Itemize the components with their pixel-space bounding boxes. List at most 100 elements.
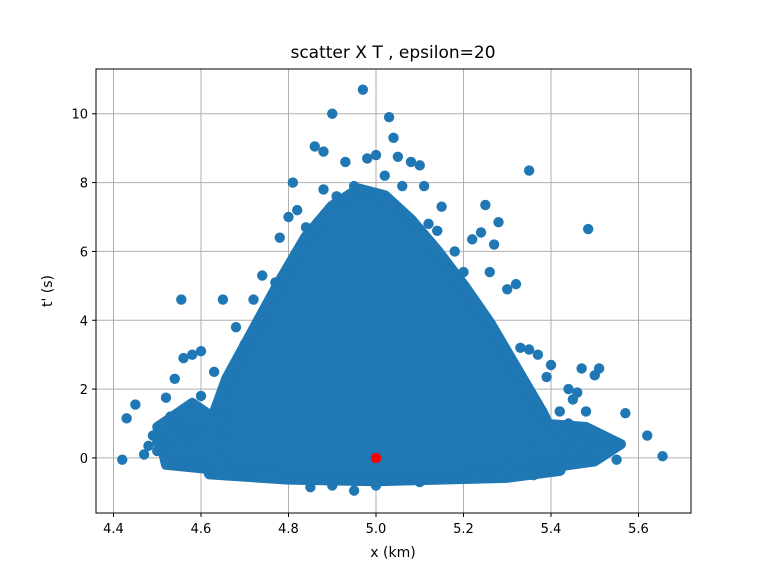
scatter-point <box>541 371 552 383</box>
scatter-point <box>572 387 583 398</box>
scatter-point <box>397 180 408 192</box>
scatter-point <box>195 346 207 357</box>
scatter-point <box>327 108 338 119</box>
scatter-point <box>580 406 592 417</box>
y-tick-label: 4 <box>80 314 88 329</box>
scatter-point <box>222 407 233 419</box>
scatter-point <box>545 359 557 371</box>
scatter-point <box>475 227 487 238</box>
x-tick-label: 5.2 <box>453 522 474 537</box>
scatter-point <box>620 407 631 419</box>
scatter-point <box>611 440 622 452</box>
x-tick-label: 4.6 <box>191 522 212 537</box>
scatter-point <box>292 473 303 484</box>
y-axis-label: t' (s) <box>40 275 56 307</box>
data-points <box>117 84 668 496</box>
scatter-point <box>370 480 382 491</box>
x-axis-label: x (km) <box>370 545 415 561</box>
scatter-point <box>467 234 478 245</box>
scatter-point <box>554 406 565 417</box>
scatter-point <box>484 266 495 278</box>
scatter-point <box>143 440 154 452</box>
y-tick-label: 0 <box>80 452 88 467</box>
scatter-point <box>558 442 570 453</box>
scatter-point <box>585 454 596 465</box>
scatter-point <box>318 146 329 157</box>
scatter-point <box>248 294 259 305</box>
scatter-point <box>488 239 500 250</box>
scatter-point <box>165 411 176 422</box>
scatter-point <box>362 153 373 164</box>
scatter-point <box>502 463 513 474</box>
scatter-point <box>528 469 539 481</box>
scatter-point <box>432 225 443 236</box>
scatter-point <box>318 184 329 195</box>
scatter-point <box>331 191 342 202</box>
scatter-point <box>187 349 198 360</box>
scatter-point <box>195 457 207 469</box>
scatter-point <box>348 180 360 192</box>
scatter-point <box>292 204 303 216</box>
scatter-point <box>436 201 447 212</box>
scatter-point <box>173 423 185 434</box>
scatter-point <box>593 363 605 374</box>
scatter-point <box>414 160 425 171</box>
scatter-point <box>642 430 653 441</box>
scatter-point <box>160 438 172 450</box>
scatter-point <box>182 432 194 443</box>
y-tick-label: 2 <box>80 383 88 398</box>
scatter-point <box>418 180 430 192</box>
scatter-point <box>502 284 513 295</box>
x-tick-label: 4.8 <box>278 522 299 537</box>
scatter-point <box>130 399 141 410</box>
dense-region <box>528 418 626 475</box>
scatter-point <box>532 349 544 360</box>
scatter-point <box>370 149 382 161</box>
scatter-point <box>576 449 587 460</box>
x-tick-label: 5.6 <box>628 522 649 537</box>
scatter-point <box>309 141 320 152</box>
scatter-point <box>195 390 207 402</box>
highlight-point <box>370 452 382 464</box>
scatter-point <box>598 437 609 448</box>
scatter-point <box>176 294 187 305</box>
scatter-point <box>383 111 395 123</box>
scatter-point <box>449 246 460 257</box>
x-ticks: 4.4 4.6 4.8 5.0 5.2 5.4 5.6 <box>103 513 649 537</box>
scatter-point <box>239 339 250 350</box>
scatter-point <box>458 266 469 278</box>
scatter-point <box>117 454 128 465</box>
scatter-point <box>567 433 579 445</box>
scatter-point <box>261 316 272 328</box>
scatter-point <box>563 418 574 429</box>
scatter-point <box>379 170 390 181</box>
scatter-point <box>300 222 312 233</box>
scatter-point <box>388 132 399 144</box>
scatter-point <box>480 469 491 481</box>
scatter-point <box>305 481 316 493</box>
scatter-point <box>287 177 299 188</box>
scatter-point <box>414 476 425 488</box>
scatter-point <box>515 342 526 353</box>
scatter-point <box>423 218 434 230</box>
scatter-point <box>327 480 338 491</box>
scatter-point <box>283 211 294 223</box>
scatter-point <box>357 84 369 95</box>
x-tick-label: 4.4 <box>103 522 124 537</box>
y-tick-label: 10 <box>71 108 88 123</box>
scatter-point <box>169 373 180 384</box>
scatter-point <box>611 454 622 465</box>
scatter-point <box>550 423 561 434</box>
scatter-point <box>274 232 285 243</box>
dense-point-cloud <box>152 183 626 487</box>
scatter-point <box>510 278 522 290</box>
scatter-point <box>523 165 535 176</box>
scatter-point <box>270 277 281 288</box>
scatter-point <box>178 352 189 364</box>
scatter-point <box>582 223 594 235</box>
scatter-point <box>160 392 172 403</box>
scatter-point <box>458 473 469 484</box>
x-tick-label: 5.0 <box>366 522 387 537</box>
scatter-point <box>537 463 548 474</box>
